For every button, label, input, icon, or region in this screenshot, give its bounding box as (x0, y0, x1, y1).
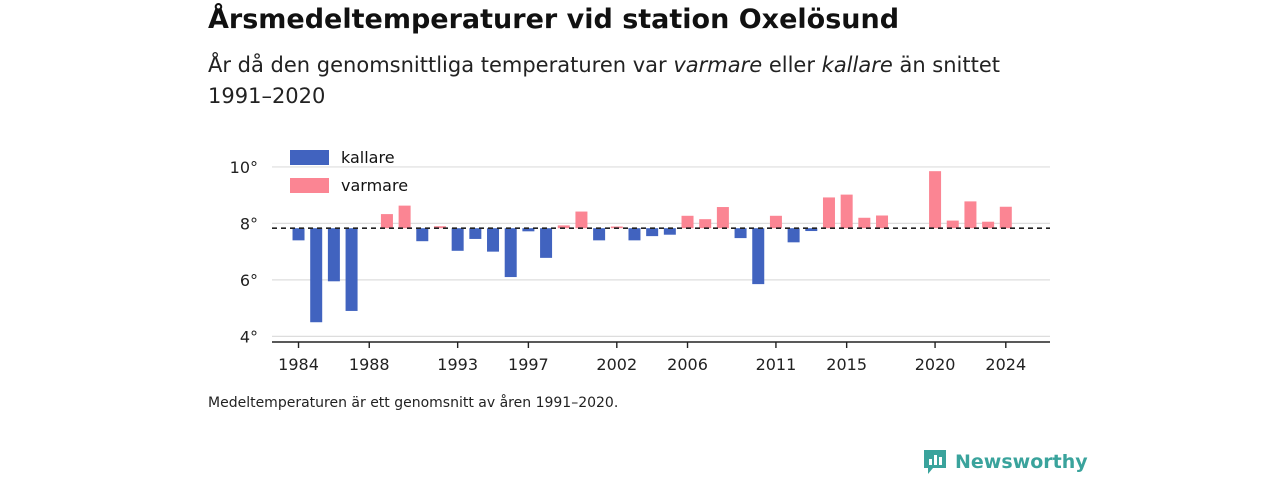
subtitle-text-start: År då den genomsnittliga temperaturen va… (208, 53, 674, 77)
x-tick-label: 1984 (278, 355, 319, 374)
bar-kallare (593, 228, 606, 241)
y-tick-label: 4° (240, 327, 258, 346)
bar-kallare (663, 228, 676, 235)
x-tick-label: 1997 (508, 355, 549, 374)
bar-varmare (433, 226, 446, 229)
y-tick-label: 10° (230, 158, 258, 177)
bar-kallare (628, 228, 641, 241)
bar-kallare (787, 228, 800, 243)
bar-varmare (822, 197, 835, 229)
bar-varmare (380, 214, 393, 229)
bar-varmare (769, 215, 782, 229)
brand-logo: Newsworthy (922, 448, 1088, 476)
temperature-bar-chart: 4° 6° 8° 10° 1984 1988 1993 1997 2002 2006 2011 201… (229, 144, 1050, 374)
bar-varmare (946, 220, 959, 229)
bar-varmare (858, 217, 871, 229)
x-tick-label: 2006 (667, 355, 708, 374)
bar-kallare (487, 228, 500, 252)
y-tick-label: 6° (240, 271, 258, 290)
bar-kallare (310, 228, 323, 323)
subtitle-emphasis-warmer: varmare (673, 53, 763, 77)
axes: 4° 6° 8° 10° 1984 1988 1993 1997 2002 2006 2011 201… (230, 158, 1050, 374)
bar-varmare (840, 194, 853, 229)
x-tick-label: 2015 (826, 355, 867, 374)
bar-varmare (557, 225, 570, 229)
y-tick-label: 8° (240, 214, 258, 233)
bar-varmare (610, 226, 623, 229)
bar-varmare (681, 215, 694, 229)
x-tick-label: 2020 (915, 355, 956, 374)
bar-kallare (451, 228, 464, 251)
x-tick-label: 2024 (985, 355, 1026, 374)
bar-kallare (292, 228, 305, 241)
x-tick-label: 2002 (596, 355, 637, 374)
footnote: Medeltemperaturen är ett genomsnitt av å… (208, 395, 619, 411)
chart-subtitle: År då den genomsnittliga temperaturen va… (208, 50, 1028, 112)
subtitle-text-end: än snittet 1991–2020 (208, 53, 1001, 108)
bar-varmare (982, 221, 995, 229)
legend-swatch-kallare (290, 150, 329, 165)
bar-kallare (540, 228, 553, 258)
subtitle-emphasis-colder: kallare (821, 53, 893, 77)
legend-swatch-varmare (290, 178, 329, 193)
bar-varmare (929, 171, 942, 229)
bar-varmare (575, 211, 588, 229)
bar-kallare (504, 228, 517, 278)
bar-kallare (327, 228, 340, 282)
bar-kallare (646, 228, 659, 237)
bar-kallare (734, 228, 747, 239)
x-tick-label: 2011 (756, 355, 797, 374)
newsworthy-logo-icon (924, 450, 946, 474)
bar-kallare (805, 228, 818, 232)
bar-varmare (999, 206, 1012, 229)
x-tick-label: 1988 (349, 355, 390, 374)
bar-varmare (964, 201, 977, 229)
bar-varmare (716, 207, 729, 229)
bar-kallare (345, 228, 358, 311)
bar-varmare (699, 219, 712, 229)
bar-kallare (416, 228, 429, 242)
bar-kallare (752, 228, 765, 285)
x-tick-label: 1993 (437, 355, 478, 374)
bar-varmare (398, 205, 411, 229)
bars (292, 171, 1012, 323)
legend-label-varmare: varmare (341, 176, 408, 195)
chart-title: Årsmedeltemperaturer vid station Oxelösu… (208, 4, 900, 35)
legend: kallare varmare (278, 144, 420, 195)
bar-kallare (522, 228, 535, 232)
brand-name: Newsworthy (955, 451, 1088, 473)
bar-kallare (469, 228, 482, 239)
bar-varmare (876, 215, 889, 229)
subtitle-text-middle: eller (762, 53, 822, 77)
legend-label-kallare: kallare (341, 148, 395, 167)
